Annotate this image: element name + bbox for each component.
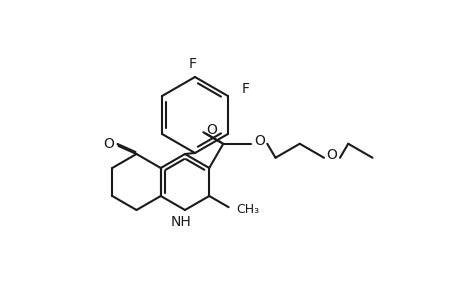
Text: O: O [206, 123, 217, 137]
Text: CH₃: CH₃ [236, 203, 259, 216]
Text: O: O [253, 134, 264, 148]
Text: O: O [103, 137, 114, 151]
Text: F: F [189, 57, 196, 71]
Text: F: F [241, 82, 249, 96]
Text: O: O [326, 148, 337, 162]
Text: NH: NH [170, 215, 191, 229]
